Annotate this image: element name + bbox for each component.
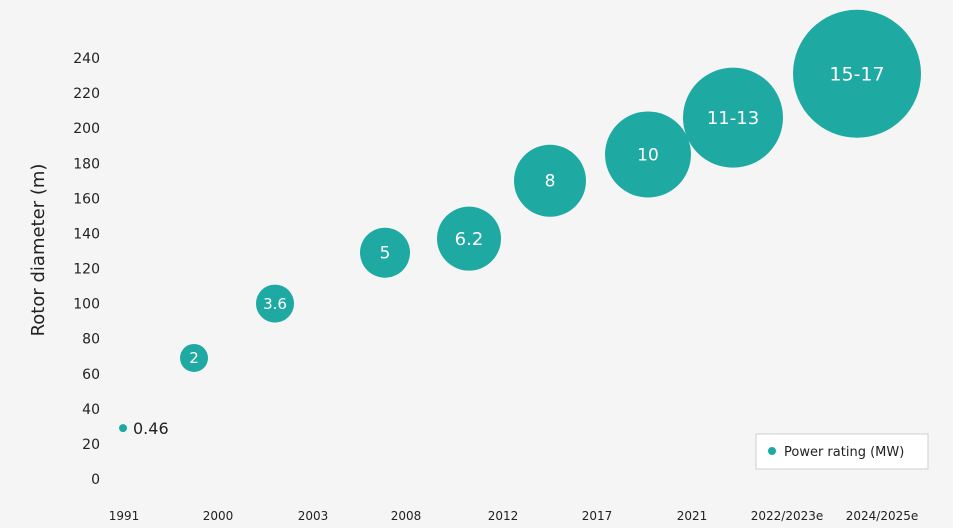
bubble: 3.6 [256, 284, 294, 323]
legend: Power rating (MW) [755, 433, 929, 470]
bubble-label: 3.6 [263, 295, 287, 313]
bubble-label: 15-17 [829, 63, 884, 85]
y-tick-label: 0 [91, 472, 100, 488]
y-tick-label: 20 [82, 437, 100, 453]
bubble-circle [514, 144, 586, 217]
bubble: 15-17 [793, 9, 921, 138]
legend-marker [768, 447, 776, 455]
y-tick-label: 220 [73, 86, 100, 102]
y-tick-label: 180 [73, 156, 100, 172]
x-tick-label: 2021 [677, 509, 708, 523]
bubble-label: 6.2 [455, 229, 484, 250]
bubble-circle [683, 67, 783, 168]
x-tick-label: 2000 [203, 509, 234, 523]
x-tick-label: 2024/2025e [846, 509, 919, 523]
bubble-circle [605, 111, 691, 198]
bubble-label: 5 [380, 244, 391, 264]
bubble-label: 8 [545, 172, 556, 192]
x-tick-label: 2022/2023e [751, 509, 824, 523]
bubble: 6.2 [437, 206, 501, 271]
bubble-label: 0.46 [133, 419, 169, 438]
legend-label: Power rating (MW) [784, 445, 904, 460]
bubble: 11-13 [683, 67, 783, 168]
y-tick-label: 100 [73, 297, 100, 313]
y-tick-label: 160 [73, 191, 100, 207]
bubble-circle [793, 9, 921, 138]
bubble-circle [119, 424, 127, 433]
bubble-circle [180, 343, 208, 372]
y-tick-label: 60 [82, 367, 100, 383]
bubble-circle [360, 227, 410, 278]
x-tick-label: 2008 [391, 509, 422, 523]
bubble: 10 [605, 111, 691, 198]
y-tick-label: 240 [73, 51, 100, 67]
x-ticks: 1991 2000 2003 2008 2012 2017 2021 2022/2023e 20… [109, 509, 919, 523]
bubble: 5 [360, 227, 410, 278]
legend-box [755, 433, 929, 470]
bubble-label: 10 [637, 145, 659, 165]
bubble: 8 [514, 144, 586, 217]
y-tick-label: 80 [82, 332, 100, 348]
x-tick-label: 2017 [582, 509, 613, 523]
y-ticks: 0 20 40 60 80 100 120 140 160 180 200 220 240 [73, 51, 100, 488]
y-tick-label: 140 [73, 226, 100, 242]
y-tick-label: 200 [73, 121, 100, 137]
x-tick-label: 1991 [109, 509, 140, 523]
bubble-label: 11-13 [707, 108, 759, 129]
y-tick-label: 120 [73, 262, 100, 278]
y-axis-label-group: Rotor diameter (m) [28, 164, 49, 337]
bubble-label: 2 [189, 349, 199, 367]
bubble: 2 [180, 343, 208, 372]
y-tick-label: 40 [82, 402, 100, 418]
bubble: 0.46 [119, 419, 169, 438]
x-tick-label: 2012 [488, 509, 519, 523]
bubble-circle [437, 206, 501, 271]
x-tick-label: 2003 [298, 509, 329, 523]
bubble-circle [256, 284, 294, 323]
y-axis-label: Rotor diameter (m) [28, 164, 49, 337]
bubbles: 0.46 2 3.6 5 6.2 8 10 11-13 15-17 [119, 9, 921, 438]
